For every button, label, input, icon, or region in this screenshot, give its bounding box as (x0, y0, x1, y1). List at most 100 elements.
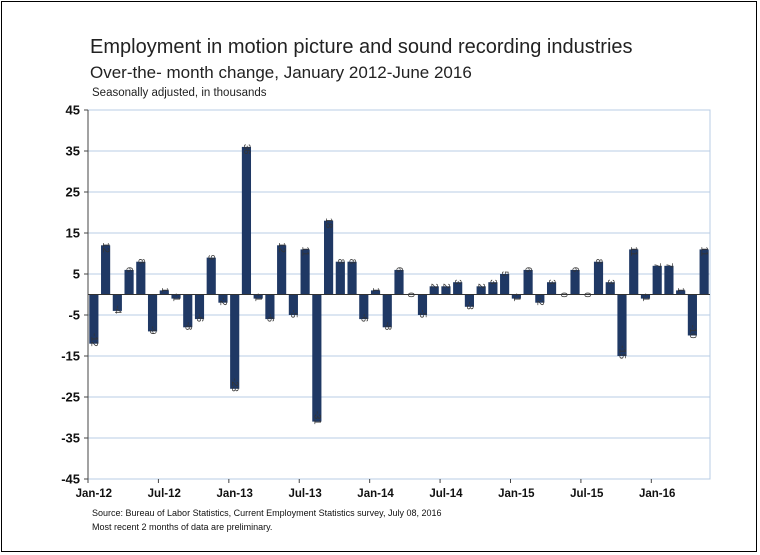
bar (359, 294, 369, 320)
bar (89, 294, 99, 344)
bar (147, 294, 158, 332)
x-tick-label: Jul-12 (148, 488, 181, 500)
data-label: 8 (335, 259, 346, 264)
data-label: 7 (663, 263, 674, 268)
bar (312, 294, 322, 422)
bar (159, 290, 169, 295)
data-label: -8 (382, 322, 393, 330)
data-label: 6 (394, 267, 405, 272)
bar (441, 286, 451, 295)
data-label: -2 (217, 297, 228, 305)
data-label: -2 (534, 297, 545, 305)
data-label: -4 (112, 305, 123, 313)
y-tick-label: -45 (61, 472, 80, 487)
bar (617, 294, 627, 356)
data-label: 11 (699, 246, 710, 256)
data-label: 7 (652, 263, 663, 268)
chart-title: Employment in motion picture and sound r… (90, 36, 633, 58)
x-tick-label: Jan-12 (76, 488, 112, 500)
data-label: -5 (417, 310, 428, 318)
data-label: 36 (241, 144, 252, 155)
x-tick-label: Jul-14 (429, 488, 463, 500)
bar (640, 294, 651, 299)
data-label: -23 (229, 378, 240, 392)
x-tick-label: Jan-15 (498, 488, 535, 500)
y-tick-label: -15 (61, 349, 80, 364)
bar (265, 294, 275, 320)
bar (206, 257, 216, 295)
bar (370, 290, 381, 295)
data-label: 2 (429, 283, 440, 288)
data-label: 3 (452, 279, 463, 284)
x-tick-label: Jul-13 (288, 488, 321, 500)
bar (511, 294, 521, 299)
bar (230, 294, 240, 389)
bar (629, 249, 639, 295)
bar (546, 282, 557, 295)
y-tick-label: -35 (61, 431, 80, 446)
data-label: -3 (464, 301, 475, 309)
y-tick-label: 15 (66, 226, 80, 241)
bar (429, 286, 439, 295)
data-label: -8 (182, 322, 193, 330)
y-tick-label: 25 (66, 185, 80, 200)
bar (664, 265, 674, 295)
bar (136, 261, 146, 295)
bar (335, 261, 345, 295)
data-label: -10 (687, 325, 698, 339)
bar (687, 294, 697, 336)
bar (570, 269, 580, 295)
y-tick-label: -5 (68, 308, 80, 323)
bar (300, 249, 310, 295)
bar (676, 290, 686, 295)
data-label: 5 (499, 271, 510, 276)
data-label: 12 (276, 242, 287, 253)
bar (464, 294, 474, 307)
bar (535, 294, 545, 303)
data-label: -1 (253, 293, 264, 301)
bar (171, 294, 181, 299)
bar (699, 249, 709, 295)
bar (253, 294, 263, 299)
bar (194, 294, 205, 320)
bar (112, 294, 122, 311)
y-tick-label: 35 (66, 144, 80, 159)
bar (523, 269, 533, 295)
chart-subtitle: Over-the- month change, January 2012-Jun… (90, 63, 472, 82)
data-label: 12 (100, 242, 111, 253)
data-label: 3 (546, 279, 557, 284)
data-label: 8 (347, 259, 358, 264)
bar (488, 282, 498, 295)
data-label: -5 (288, 310, 299, 318)
bar (394, 269, 404, 295)
x-tick-label: Jan-14 (357, 488, 394, 500)
data-label: -1 (511, 293, 522, 301)
data-label: 1 (159, 287, 170, 292)
bar (101, 245, 111, 295)
bar (382, 294, 392, 328)
data-label: 11 (300, 246, 311, 256)
data-label: 6 (124, 267, 135, 272)
data-label: 2 (476, 283, 487, 288)
data-label: -6 (194, 314, 205, 322)
bar (605, 282, 615, 295)
bar (500, 274, 510, 295)
x-tick-label: Jul-15 (570, 488, 604, 500)
data-label: -1 (640, 293, 651, 301)
bar (417, 294, 428, 315)
y-tick-label: 45 (66, 103, 80, 118)
x-tick-label: Jan-16 (639, 488, 675, 500)
bar (124, 269, 134, 295)
unit-note: Seasonally adjusted, in thousands (92, 87, 267, 99)
bar (183, 294, 193, 328)
data-label: 9 (206, 255, 217, 260)
bar (347, 261, 357, 295)
data-label: 3 (605, 279, 616, 284)
data-label: 11 (628, 246, 639, 256)
bar (453, 282, 463, 295)
data-label: -31 (311, 411, 322, 425)
bar (324, 220, 334, 295)
bar (277, 245, 287, 295)
data-label: -9 (147, 326, 158, 334)
